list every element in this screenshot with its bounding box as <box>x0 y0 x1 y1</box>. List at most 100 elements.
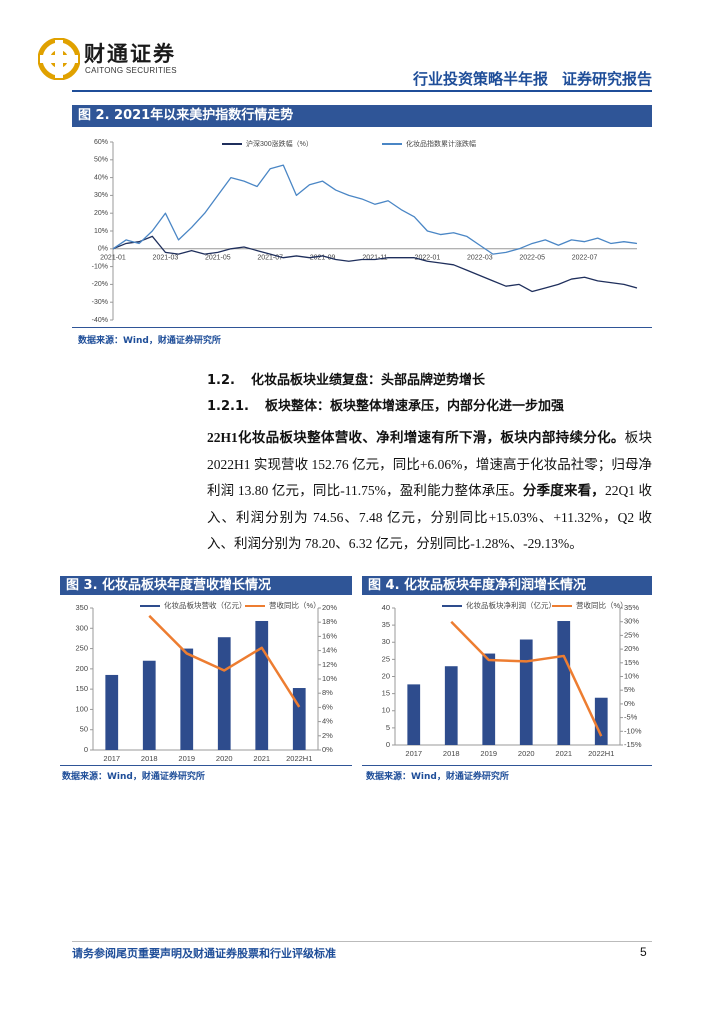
y2-tick-label: -15% <box>624 740 642 749</box>
paragraph: 22H1化妆品板块整体营收、净利增速有所下滑，板块内部持续分化。板块 2022H… <box>207 425 652 558</box>
y2-tick-label: 35% <box>624 603 639 612</box>
y-tick-label: 50% <box>94 157 108 164</box>
y2-tick-label: 20% <box>322 603 337 612</box>
x-tick-label: 2022-03 <box>467 255 493 262</box>
y-tick-label: 35 <box>382 620 390 629</box>
y2-tick-label: -10% <box>624 726 642 735</box>
y2-tick-label: 6% <box>322 702 333 711</box>
y2-tick-label: 10% <box>322 674 337 683</box>
y-tick-label: 250 <box>75 644 88 653</box>
y2-tick-label: 0% <box>322 745 333 754</box>
y-tick-label: 30 <box>382 637 390 646</box>
y-tick-label: 150 <box>75 684 88 693</box>
y2-tick-label: 0% <box>624 699 635 708</box>
x-tick-label: 2019 <box>480 749 497 758</box>
logo-subtext: CAITONG SECURITIES <box>85 66 177 75</box>
y-tick-label: 0 <box>84 745 88 754</box>
y-tick-label: 200 <box>75 664 88 673</box>
y2-tick-label: 18% <box>322 617 337 626</box>
figure-source: 数据来源：Wind，财通证券研究所 <box>78 336 221 346</box>
y-tick-label: -40% <box>92 317 108 324</box>
paragraph-run: 22H1化妆品板块整体营收、净利增速有所下滑，板块内部持续分化。 <box>207 430 625 445</box>
report-type: 行业投资策略半年报 <box>412 70 548 88</box>
x-tick-label: 2021-03 <box>153 255 179 262</box>
x-tick-label: 2021-07 <box>257 255 283 262</box>
chart: -40% -30% -20% -10% 0% 10% 20% 30% 40% 50% 60% 2021… <box>92 139 638 324</box>
data-line <box>148 614 301 708</box>
x-tick-label: 2021-09 <box>310 255 336 262</box>
y2-tick-label: 8% <box>322 688 333 697</box>
y2-tick-label: 25% <box>624 630 639 639</box>
legend-label: 化妆品板块净利润（亿元） <box>466 600 556 610</box>
data-line <box>112 235 638 293</box>
bar <box>292 688 306 750</box>
y-tick-label: -30% <box>92 299 108 306</box>
chart: 0 5 10 15 20 25 30 35 40 -15% -10% -5% 0% 5% 10% 15% 20%… <box>382 600 642 758</box>
y-tick-label: -10% <box>92 263 108 270</box>
x-tick-label: 2021-05 <box>205 255 231 262</box>
x-tick-label: 2022-07 <box>572 255 598 262</box>
header-rule <box>72 90 652 92</box>
y2-tick-label: 20% <box>624 644 639 653</box>
y2-tick-label: 2% <box>322 731 333 740</box>
figure-rule <box>60 765 352 766</box>
paragraph-run: 板块 2022H1 实现营收 152.76 亿元，同比+6.06%，增速高于化妆… <box>207 430 653 498</box>
legend-label: 化妆品指数累计涨跌幅 <box>406 139 476 148</box>
data-line <box>450 620 603 737</box>
figure-rule <box>72 327 652 328</box>
y-tick-label: 100 <box>75 704 88 713</box>
x-tick-label: 2022H1 <box>588 749 614 758</box>
paragraph-run: 分季度来看， <box>522 483 605 498</box>
legend-label: 营收同比（%） <box>269 600 321 610</box>
figure-title: 图 2. 2021年以来美护指数行情走势 <box>72 105 652 127</box>
chart: 0 50 100 150 200 250 300 350 0% 2% 4% 6% 8% 10% 12% 14%… <box>75 600 337 763</box>
figure-title: 图 4. 化妆品板块年度净利润增长情况 <box>362 576 652 595</box>
y-tick-label: 15 <box>382 689 390 698</box>
y2-tick-label: 5% <box>624 685 635 694</box>
y2-tick-label: 16% <box>322 631 337 640</box>
y-tick-label: 30% <box>94 192 108 199</box>
report-label: 证券研究报告 <box>561 70 652 88</box>
y-tick-label: 40 <box>382 603 390 612</box>
bar <box>557 621 571 745</box>
y2-tick-label: 10% <box>624 671 639 680</box>
y-tick-label: 20% <box>94 210 108 217</box>
heading-number: 1.2.1. <box>207 399 249 414</box>
figure-source: 数据来源：Wind，财通证券研究所 <box>62 772 205 782</box>
bar <box>180 648 194 750</box>
x-tick-label: 2021-11 <box>362 255 387 262</box>
legend-label: 沪深300涨跌幅（%） <box>246 139 313 148</box>
bar <box>142 660 156 750</box>
y-tick-label: 10% <box>94 228 108 235</box>
x-tick-label: 2017 <box>103 754 120 763</box>
footer-rule <box>72 941 652 942</box>
x-tick-label: 2021-01 <box>100 255 126 262</box>
bar <box>105 674 119 750</box>
logo-text: 财通证券 <box>84 42 176 66</box>
y-tick-label: 300 <box>75 623 88 632</box>
legend-label: 营收同比（%） <box>576 600 628 610</box>
y2-tick-label: 30% <box>624 617 639 626</box>
y-tick-label: 50 <box>80 725 88 734</box>
figure-rule <box>362 765 652 766</box>
figure-title: 图 3. 化妆品板块年度营收增长情况 <box>60 576 352 595</box>
logo-icon <box>38 38 80 80</box>
y-tick-label: 350 <box>75 603 88 612</box>
y2-tick-label: 15% <box>624 658 639 667</box>
x-tick-label: 2020 <box>216 754 233 763</box>
page-number: 5 <box>640 945 647 959</box>
report-header: 行业投资策略半年报 证券研究报告 <box>413 68 652 89</box>
paragraph-run: 22Q1 收入、利润分别为 74.56、7.48 亿元，分别同比+15.03%、… <box>207 483 653 551</box>
y-tick-label: 20 <box>382 671 390 680</box>
y-tick-label: 5 <box>386 723 390 732</box>
bar <box>444 666 458 745</box>
bar <box>594 697 608 745</box>
heading-number: 1.2. <box>207 373 235 388</box>
y-tick-label: 10 <box>382 706 390 715</box>
heading-text: 化妆品板块业绩复盘：头部品牌逆势增长 <box>250 373 485 388</box>
y-tick-label: 25 <box>382 654 390 663</box>
y2-tick-label: 4% <box>322 717 333 726</box>
subsection-heading: 1.2.1. 板块整体：板块整体增速承压，内部分化进一步加强 <box>207 395 564 414</box>
x-tick-label: 2018 <box>141 754 158 763</box>
